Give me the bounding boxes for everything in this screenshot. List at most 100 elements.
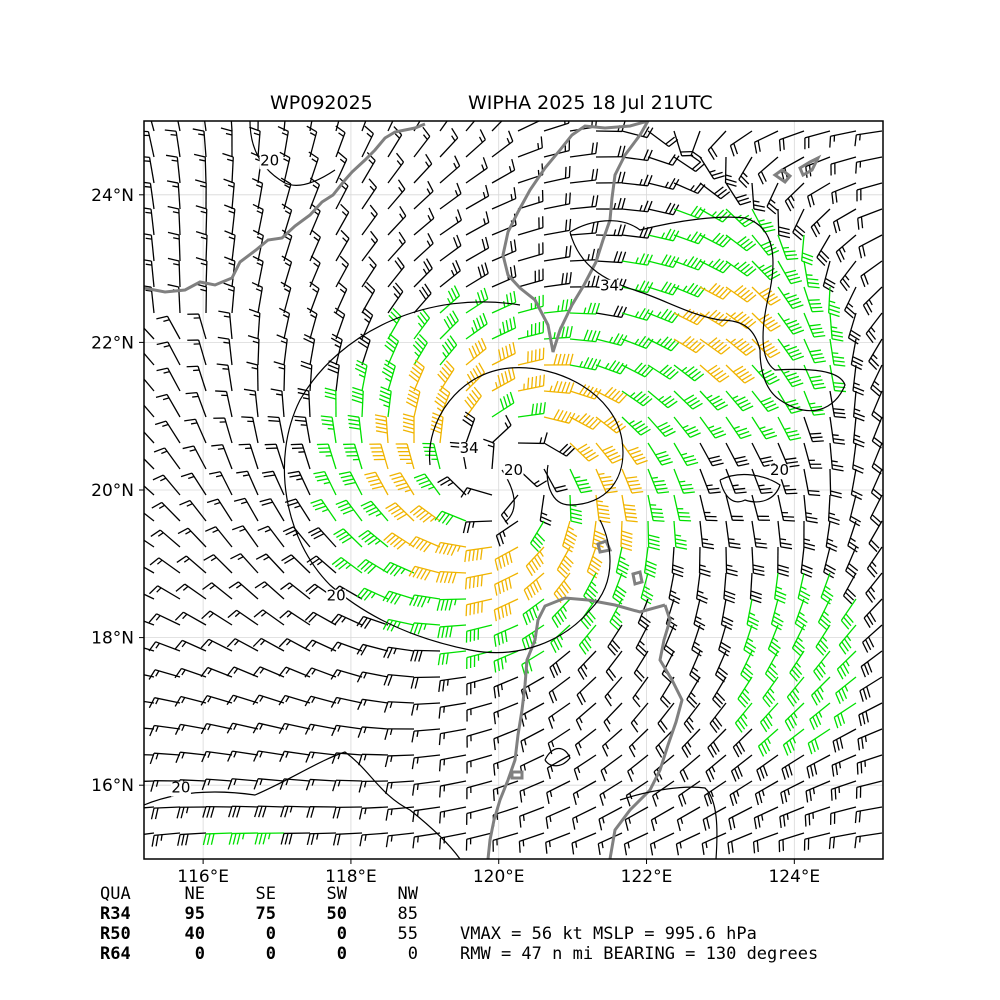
wind-barb [868, 520, 883, 553]
wind-barb [734, 702, 753, 733]
wind-barb [854, 130, 883, 147]
wind-barb [803, 442, 823, 469]
wind-barb [466, 728, 493, 748]
wind-barb [383, 532, 415, 550]
wind-barb [230, 121, 233, 132]
wind-barb [517, 136, 543, 158]
wind-barb [151, 832, 181, 847]
wind-barb [546, 754, 571, 780]
wind-barb [267, 415, 285, 444]
wind-barb [226, 694, 259, 706]
wind-barb [699, 468, 721, 494]
wind-barb [413, 283, 432, 314]
wind-barb [282, 526, 311, 548]
wind-barb [439, 310, 459, 340]
wind-barb [413, 308, 431, 340]
wind-barb [361, 307, 374, 340]
wind-barb [290, 443, 311, 470]
wind-barb [777, 364, 804, 388]
wind-barb [730, 754, 753, 782]
wind-barb [699, 156, 725, 180]
wind-barb [860, 650, 883, 678]
wind-barb [869, 494, 883, 527]
contour-20kt-southeast [619, 786, 718, 859]
wind-barb [699, 520, 715, 550]
wind-barb [830, 780, 857, 801]
wind-barb [200, 638, 233, 652]
wind-barb [595, 171, 626, 184]
wind-barb [330, 613, 363, 626]
wind-barb [167, 257, 181, 288]
wind-barb [167, 205, 181, 236]
wind-barb [595, 386, 628, 404]
wind-barb [500, 494, 519, 525]
wind-barb [830, 156, 857, 176]
wind-barb [384, 728, 415, 741]
wind-barb [637, 598, 651, 631]
wind-barb [493, 728, 519, 751]
contour-label-bg [259, 154, 280, 170]
wind-barb [586, 546, 603, 579]
wind-barb [184, 418, 207, 444]
wind-barb [863, 598, 883, 628]
wind-barb [737, 676, 753, 708]
wind-barb [743, 624, 757, 657]
wind-barb [333, 307, 346, 340]
wind-barb [465, 121, 476, 132]
wind-barb [621, 390, 653, 407]
wind-barb [259, 498, 285, 522]
contour-label: 20 [770, 461, 789, 479]
wind-barb [671, 546, 684, 578]
wind-barb [309, 281, 320, 314]
wind-barb [492, 832, 519, 852]
wind-barb [829, 416, 846, 445]
wind-barb [218, 310, 233, 340]
lat-tick-label: 18°N [91, 629, 134, 649]
wind-barb [569, 494, 583, 525]
wind-barb [165, 154, 181, 184]
wind-barb [408, 359, 425, 392]
wind-barb [794, 598, 808, 631]
wind-barb [754, 780, 779, 806]
wind-barb [204, 526, 233, 548]
contour-20kt-north [249, 121, 336, 186]
wind-barb [261, 470, 285, 496]
wind-barb [830, 806, 857, 825]
table-cell: 0 [266, 944, 276, 964]
wind-barb [384, 333, 400, 366]
wind-barb [430, 412, 444, 444]
wind-barb [387, 121, 394, 132]
wind-barb [647, 130, 679, 148]
wind-barb [227, 778, 259, 790]
wind-barb [193, 153, 207, 184]
wind-barb [374, 414, 389, 444]
wind-barb [780, 780, 805, 805]
wind-barb [493, 676, 519, 699]
wind-barb [226, 638, 259, 652]
wind-barb [827, 494, 840, 526]
wind-barb [545, 806, 571, 829]
wind-barb [187, 339, 207, 366]
wind-barb [777, 442, 800, 468]
wind-barb [280, 281, 292, 314]
wind-barb [647, 468, 670, 494]
wind-barb [149, 557, 181, 574]
wind-barb [842, 572, 857, 605]
wind-barb [491, 158, 516, 184]
wind-barb [148, 697, 181, 709]
wind-barb [356, 643, 389, 656]
wind-barb [257, 121, 259, 132]
wind-barb [779, 806, 805, 829]
wind-barb [201, 778, 233, 791]
wind-barb [699, 309, 731, 327]
wind-barb [357, 333, 371, 366]
wind-barb [777, 546, 789, 577]
wind-barb [175, 751, 207, 764]
wind-barb [835, 234, 857, 263]
wind-barb [835, 676, 857, 704]
wind-barb [201, 610, 233, 626]
wind-barb [491, 342, 516, 366]
wind-barb [679, 754, 701, 783]
table-cell: 0 [337, 944, 347, 964]
wind-barb [230, 553, 259, 574]
